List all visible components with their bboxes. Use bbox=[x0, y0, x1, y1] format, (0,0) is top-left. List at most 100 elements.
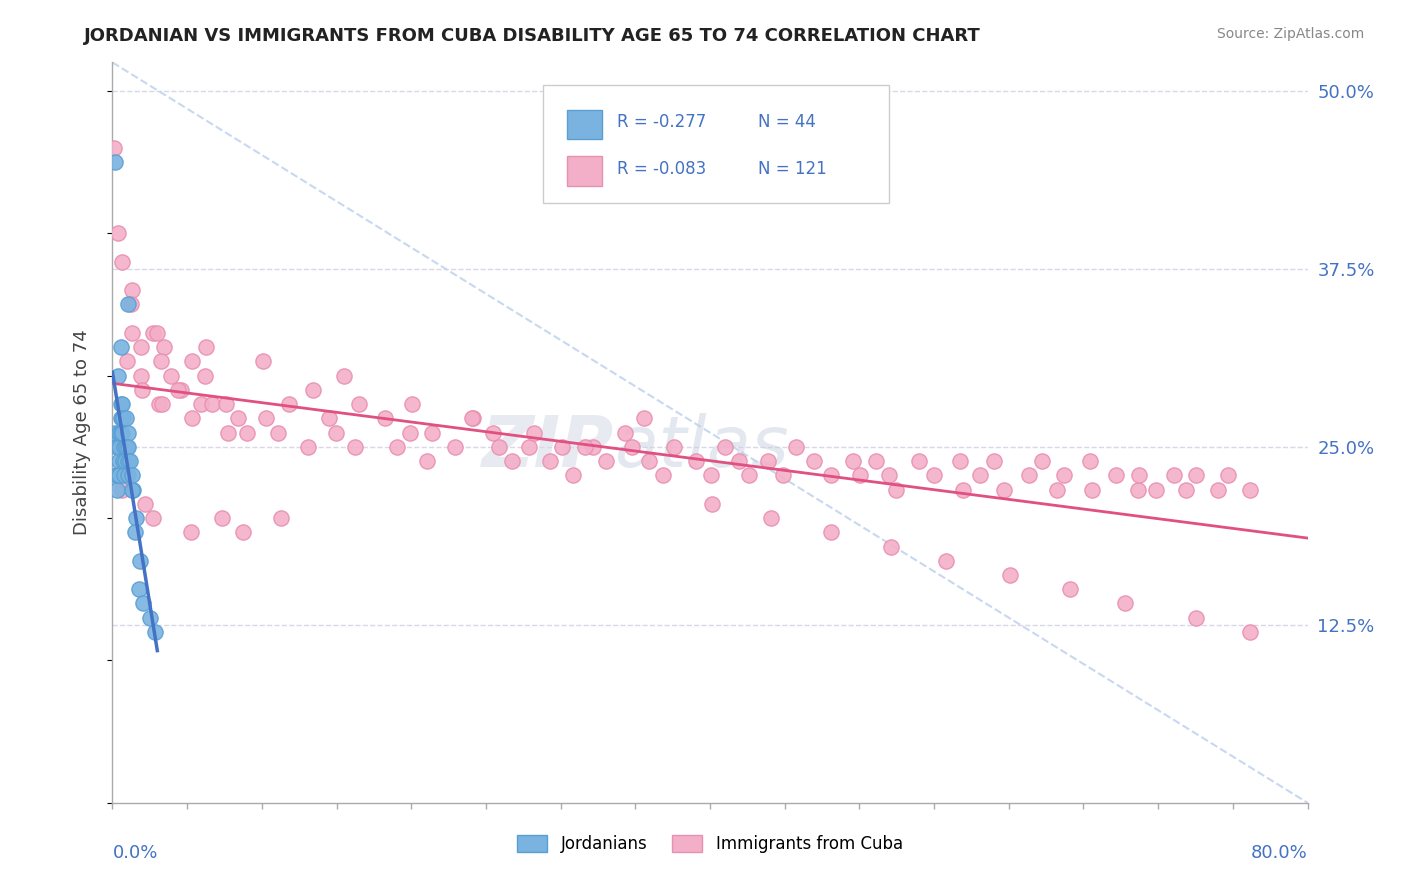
Point bbox=[107, 368, 129, 383]
Point bbox=[125, 511, 148, 525]
Point bbox=[1114, 597, 1136, 611]
Point bbox=[181, 354, 204, 368]
Point bbox=[118, 454, 141, 468]
Text: ZIP: ZIP bbox=[482, 413, 614, 482]
Point bbox=[1128, 468, 1150, 483]
Point bbox=[111, 397, 134, 411]
Point bbox=[993, 483, 1015, 497]
Point bbox=[1185, 468, 1208, 483]
Point bbox=[318, 411, 340, 425]
Point bbox=[110, 397, 132, 411]
Point bbox=[820, 468, 842, 483]
Point bbox=[461, 411, 484, 425]
Point bbox=[737, 468, 759, 483]
Point bbox=[107, 440, 129, 454]
Point bbox=[924, 468, 946, 483]
Point bbox=[935, 554, 957, 568]
Point bbox=[107, 227, 129, 241]
Point bbox=[170, 383, 193, 397]
Point bbox=[235, 425, 257, 440]
Point bbox=[1059, 582, 1081, 597]
Point bbox=[145, 624, 167, 639]
Point bbox=[277, 397, 299, 411]
Point bbox=[117, 440, 139, 454]
Text: R = -0.277: R = -0.277 bbox=[617, 113, 706, 131]
Point bbox=[111, 411, 134, 425]
Point bbox=[117, 454, 139, 468]
Point bbox=[108, 425, 131, 440]
Point bbox=[115, 440, 138, 454]
Point bbox=[111, 254, 134, 268]
Point bbox=[884, 483, 907, 497]
Point bbox=[111, 425, 134, 440]
Point bbox=[108, 468, 131, 483]
Bar bbox=[567, 110, 603, 139]
Text: Source: ZipAtlas.com: Source: ZipAtlas.com bbox=[1216, 27, 1364, 41]
Point bbox=[1105, 468, 1128, 483]
Point bbox=[523, 425, 546, 440]
Point bbox=[582, 440, 605, 454]
Point bbox=[877, 468, 900, 483]
Point bbox=[1081, 483, 1104, 497]
Point bbox=[842, 454, 865, 468]
Point bbox=[117, 297, 139, 311]
Point bbox=[120, 297, 142, 311]
Point bbox=[562, 468, 585, 483]
Point bbox=[702, 497, 724, 511]
Point bbox=[759, 511, 782, 525]
Point bbox=[142, 326, 165, 340]
Point bbox=[756, 454, 779, 468]
Point bbox=[160, 368, 183, 383]
Point bbox=[343, 440, 366, 454]
Point bbox=[501, 454, 523, 468]
Point bbox=[139, 610, 162, 624]
Point bbox=[785, 440, 807, 454]
Point bbox=[1126, 483, 1149, 497]
Point bbox=[110, 340, 132, 354]
Point bbox=[105, 483, 128, 497]
Point bbox=[652, 468, 675, 483]
Point bbox=[633, 411, 655, 425]
Point bbox=[574, 440, 596, 454]
Point bbox=[134, 497, 156, 511]
Point bbox=[153, 340, 176, 354]
Point bbox=[232, 525, 254, 540]
Point bbox=[1163, 468, 1185, 483]
Point bbox=[117, 468, 139, 483]
Point bbox=[103, 141, 125, 155]
Point bbox=[115, 411, 138, 425]
Point bbox=[297, 440, 319, 454]
Point bbox=[613, 425, 636, 440]
Point bbox=[415, 454, 437, 468]
Point bbox=[481, 425, 503, 440]
FancyBboxPatch shape bbox=[543, 85, 890, 203]
Point bbox=[1174, 483, 1197, 497]
Point bbox=[226, 411, 249, 425]
Point bbox=[111, 483, 134, 497]
Point bbox=[1216, 468, 1239, 483]
Point bbox=[662, 440, 685, 454]
Point bbox=[121, 283, 143, 297]
Point bbox=[1046, 483, 1069, 497]
Point bbox=[949, 454, 972, 468]
Point bbox=[983, 454, 1005, 468]
Point bbox=[108, 440, 131, 454]
Text: 80.0%: 80.0% bbox=[1251, 844, 1308, 862]
Text: R = -0.083: R = -0.083 bbox=[617, 160, 706, 178]
Point bbox=[865, 454, 887, 468]
Point bbox=[108, 425, 131, 440]
Text: JORDANIAN VS IMMIGRANTS FROM CUBA DISABILITY AGE 65 TO 74 CORRELATION CHART: JORDANIAN VS IMMIGRANTS FROM CUBA DISABI… bbox=[84, 27, 981, 45]
Point bbox=[820, 525, 842, 540]
Point bbox=[1078, 454, 1101, 468]
Point bbox=[325, 425, 347, 440]
Point bbox=[215, 397, 238, 411]
Point bbox=[194, 340, 217, 354]
Point bbox=[1239, 483, 1261, 497]
Point bbox=[129, 340, 152, 354]
Point bbox=[112, 440, 135, 454]
Point bbox=[124, 525, 146, 540]
Point bbox=[121, 468, 143, 483]
Point bbox=[112, 468, 135, 483]
Point bbox=[114, 440, 136, 454]
Point bbox=[270, 511, 292, 525]
